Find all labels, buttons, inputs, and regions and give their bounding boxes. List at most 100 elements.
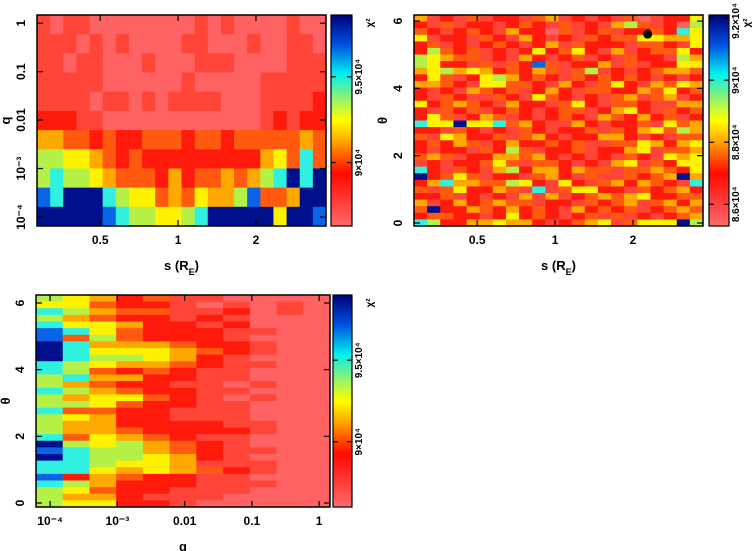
heatmap-cell	[676, 47, 691, 55]
heatmap-cell	[597, 47, 612, 55]
heatmap-cell	[50, 130, 64, 150]
heatmap-cell	[169, 367, 197, 375]
heatmap-cell	[223, 367, 251, 375]
heatmap-cell	[414, 113, 428, 121]
heatmap-cell	[558, 179, 573, 187]
heatmap-cell	[142, 493, 171, 501]
heatmap-cell	[427, 140, 441, 148]
heatmap-cell	[220, 91, 235, 112]
heatmap-cell	[519, 160, 533, 168]
heatmap-cell	[37, 53, 51, 73]
heatmap-cell	[545, 140, 559, 148]
heatmap-cell	[597, 67, 612, 75]
heatmap-cell	[637, 47, 651, 55]
heatmap-cell	[479, 193, 494, 201]
heatmap-cell	[453, 15, 467, 22]
heatmap-cell	[276, 414, 304, 422]
heatmap-cell	[571, 28, 586, 36]
heatmap-cell	[479, 61, 494, 69]
heatmap-cell	[36, 407, 64, 415]
heatmap-cell	[519, 94, 533, 102]
heatmap-cell	[50, 53, 64, 73]
heatmap-cell	[414, 127, 428, 135]
heatmap-cell	[505, 74, 520, 82]
heatmap-cell	[168, 187, 182, 208]
heatmap-cell	[676, 206, 691, 214]
heatmap-cell	[62, 454, 90, 462]
heatmap-cell	[62, 314, 90, 322]
heatmap-cell	[414, 193, 428, 201]
heatmap-cell	[223, 381, 251, 389]
heatmap-cell	[611, 47, 625, 55]
heatmap-cell	[36, 401, 64, 409]
heatmap-cell	[637, 153, 651, 161]
heatmap-cell	[223, 394, 251, 402]
heatmap-cell	[128, 168, 143, 189]
heatmap-cell	[89, 187, 104, 208]
heatmap-cell	[597, 100, 612, 108]
heatmap-cell	[611, 140, 625, 148]
heatmap-cell	[50, 206, 64, 227]
heatmap-cell	[196, 447, 224, 455]
heatmap-cell	[558, 80, 573, 88]
heatmap-cell	[312, 72, 327, 93]
heatmap-cell	[303, 467, 331, 475]
heatmap-cell	[62, 295, 90, 303]
heatmap-cell	[466, 146, 481, 154]
heatmap-cell	[50, 91, 64, 112]
heatmap-cell	[466, 47, 481, 55]
heatmap-cell	[207, 34, 222, 54]
heatmap-cell	[414, 21, 428, 29]
heatmap-cell	[303, 314, 331, 322]
heatmap-cell	[427, 54, 441, 62]
heatmap-cell	[663, 54, 678, 62]
heatmap-cell	[286, 168, 301, 189]
heatmap-cell	[116, 381, 144, 389]
heatmap-cell	[453, 186, 467, 194]
heatmap-cell	[169, 394, 197, 402]
x-axis-label: q	[179, 539, 187, 551]
heatmap-cell	[479, 120, 494, 128]
heatmap-cell	[663, 15, 678, 22]
heatmap-cell	[414, 146, 428, 154]
heatmap-cell	[142, 427, 171, 435]
heatmap-cell	[584, 47, 599, 55]
heatmap-cell	[532, 133, 546, 141]
x-tick-label: 1	[552, 233, 559, 247]
heatmap-cell	[440, 199, 454, 207]
heatmap-cell	[247, 149, 261, 169]
heatmap-cell	[260, 206, 274, 227]
heatmap-cell	[545, 34, 559, 42]
heatmap-cell	[584, 80, 599, 88]
heatmap-cell	[223, 374, 251, 382]
heatmap-cell	[440, 206, 454, 214]
heatmap-cell	[427, 179, 441, 187]
heatmap-cell	[102, 34, 117, 54]
heatmap-cell	[611, 199, 625, 207]
heatmap-cell	[637, 87, 651, 95]
heatmap-cell	[89, 427, 117, 435]
heatmap-cell	[558, 61, 573, 69]
heatmap-cell	[611, 74, 625, 82]
heatmap-cell	[223, 454, 251, 462]
heatmap-cell	[196, 321, 224, 329]
heatmap-cell	[128, 187, 143, 208]
heatmap-cell	[142, 314, 171, 322]
heatmap-cell	[479, 173, 494, 181]
heatmap-cell	[36, 348, 64, 356]
heatmap-cell	[597, 212, 612, 220]
heatmap-cell	[276, 354, 304, 362]
y-tick-label: 2	[13, 433, 27, 440]
heatmap-cell	[571, 173, 586, 181]
heatmap-cell	[663, 133, 678, 141]
heatmap-cell	[650, 146, 664, 154]
heatmap-cell	[89, 321, 117, 329]
heatmap-cell	[624, 186, 638, 194]
colorbar-tick-label: 9.2×10⁴	[731, 3, 742, 39]
heatmap-cell	[597, 160, 612, 168]
heatmap-cell	[663, 166, 678, 174]
heatmap-cell	[663, 173, 678, 181]
heatmap-cell	[299, 187, 314, 208]
heatmap-cell	[584, 153, 599, 161]
heatmap-cell	[663, 127, 678, 135]
